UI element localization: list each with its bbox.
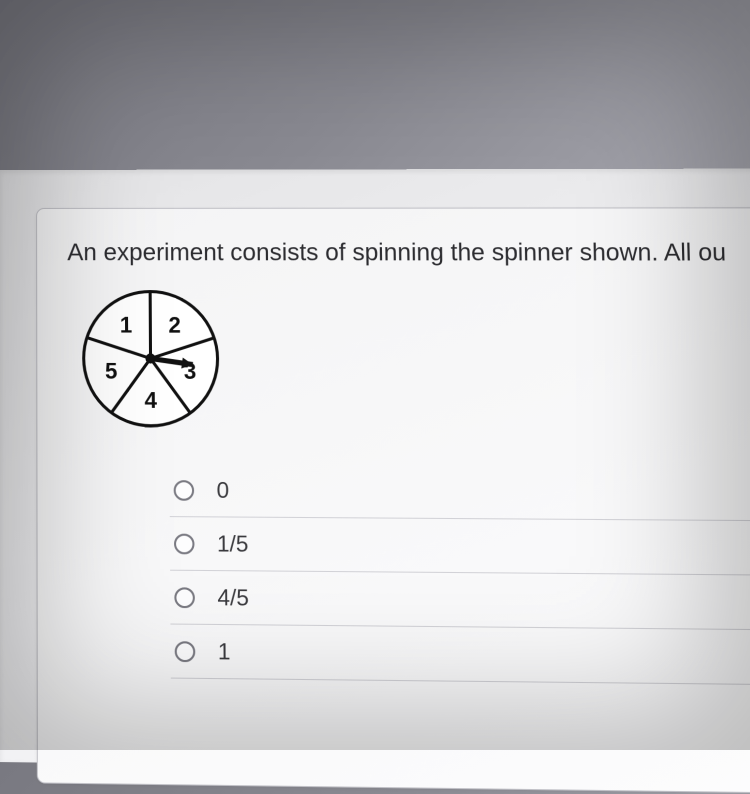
radio-icon[interactable] bbox=[174, 587, 195, 608]
page-panel: An experiment consists of spinning the s… bbox=[0, 169, 750, 773]
option-1[interactable]: 1/5 bbox=[170, 517, 750, 575]
radio-icon[interactable] bbox=[174, 480, 195, 501]
option-2[interactable]: 4/5 bbox=[170, 571, 750, 630]
svg-text:2: 2 bbox=[168, 312, 181, 337]
spinner-figure: 23451 bbox=[77, 285, 750, 439]
svg-text:4: 4 bbox=[144, 387, 157, 413]
option-0[interactable]: 0 bbox=[169, 464, 750, 521]
option-label: 4/5 bbox=[217, 584, 249, 611]
radio-icon[interactable] bbox=[175, 641, 196, 662]
answer-options: 0 1/5 4/5 1 bbox=[169, 464, 750, 685]
option-label: 1/5 bbox=[217, 530, 249, 557]
question-card: An experiment consists of spinning the s… bbox=[36, 207, 750, 793]
option-3[interactable]: 1 bbox=[170, 625, 750, 685]
option-label: 1 bbox=[218, 638, 231, 665]
spinner-svg: 23451 bbox=[77, 285, 224, 432]
svg-text:5: 5 bbox=[105, 358, 117, 383]
option-label: 0 bbox=[216, 477, 229, 504]
question-text: An experiment consists of spinning the s… bbox=[67, 239, 750, 268]
radio-icon[interactable] bbox=[174, 533, 195, 554]
svg-text:1: 1 bbox=[120, 312, 132, 337]
